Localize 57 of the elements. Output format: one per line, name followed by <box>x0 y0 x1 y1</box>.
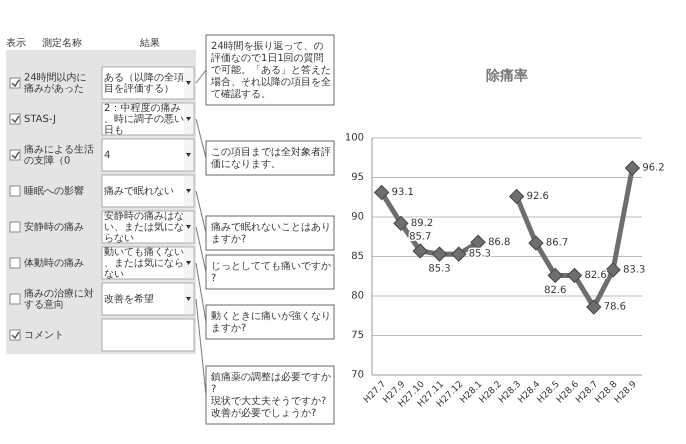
text: コメント <box>24 330 64 340</box>
text: 結果 <box>139 38 160 48</box>
data-label: 92.6 <box>526 190 549 202</box>
point <box>451 246 466 262</box>
y-tick-label: 75 <box>351 330 364 341</box>
y-tick-label: 80 <box>351 290 364 302</box>
text: 表示 <box>6 36 26 48</box>
data-label: 86.8 <box>488 236 510 248</box>
point <box>412 243 428 258</box>
text: 体動時の痛み <box>24 256 84 268</box>
point <box>567 268 582 283</box>
text: 4 <box>104 150 110 160</box>
data-label: 82.6 <box>584 270 607 281</box>
data-label: 93.1 <box>392 187 414 198</box>
data-label: 82.6 <box>544 284 566 296</box>
point <box>548 268 563 283</box>
text: 痛みの治療に対する意向 <box>24 287 94 310</box>
text: 安静時の痛みはない、または気にならない <box>104 210 184 244</box>
text: 痛みで眠れないことはありますか? <box>211 220 331 244</box>
point <box>586 300 602 315</box>
text: ある（以降の全項目を評価する） <box>104 71 184 94</box>
text: STAS-J <box>24 114 56 124</box>
text: 鎮痛薬の調整は必要ですか? 現状で大丈夫そうですか? 改善が必要でしょうか? <box>211 370 331 418</box>
y-tick-label: 90 <box>351 212 364 222</box>
data-label: 96.2 <box>642 162 665 174</box>
text: 痛みで眠れない <box>104 184 174 196</box>
text: 動いても痛くない、または気にならない <box>104 246 184 280</box>
text: じっとしてても痛いですか? <box>211 260 331 284</box>
text: 改善を希望 <box>104 292 154 304</box>
point <box>432 246 447 262</box>
point <box>509 188 524 204</box>
text: 2：中程度の痛み。時に調子の悪い日も <box>104 102 184 136</box>
y-tick-label: 70 <box>351 370 364 380</box>
text: 安静時の痛み <box>24 220 84 232</box>
point <box>606 262 621 278</box>
text: 動くときに痛いが強くなりますか? <box>211 310 331 334</box>
text: 24時間を振り返って、の評価なので1日1回の質問で可能。「ある」と答えた場合、それ以降の項目を全て確認する。 <box>210 40 331 100</box>
point <box>393 216 408 231</box>
point <box>528 236 544 251</box>
data-label: 83.3 <box>623 264 646 276</box>
text: 24時間以内に痛みがあった <box>24 71 87 94</box>
data-label: 85.3 <box>428 264 451 275</box>
text: 測定名称 <box>42 36 82 48</box>
y-tick-label: 100 <box>344 132 364 144</box>
data-label: 85.3 <box>468 248 492 260</box>
text: 睡眠への影響 <box>24 184 84 196</box>
data-label: 86.7 <box>546 238 568 249</box>
y-tick-label: 95 <box>351 172 364 183</box>
text: この項目までは全対象者評価になります。 <box>211 146 331 170</box>
chart-title: 除痛率 <box>486 67 528 84</box>
data-label: 89.2 <box>410 218 434 229</box>
y-tick-label: 85 <box>351 251 364 262</box>
data-label: 78.6 <box>604 302 626 313</box>
point <box>374 185 390 200</box>
point <box>470 234 486 250</box>
text: 痛みによる生活の支障（0 <box>24 143 94 166</box>
point <box>624 160 640 176</box>
